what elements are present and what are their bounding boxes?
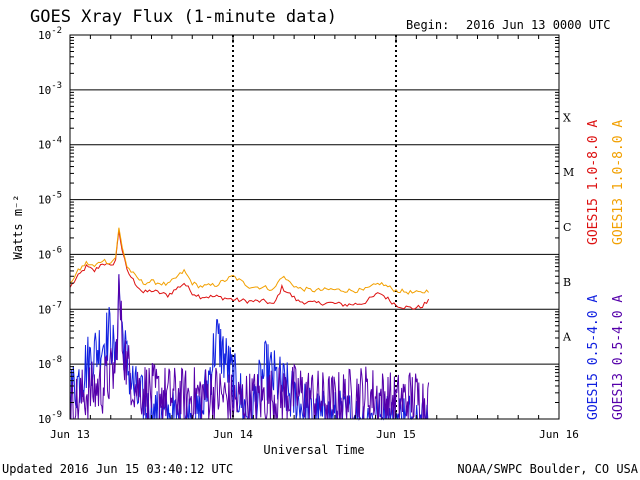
flare-class-label: B xyxy=(563,276,571,289)
credit-text: NOAA/SWPC Boulder, CO USA xyxy=(457,462,638,476)
y-tick-label: 10-9 xyxy=(38,410,62,426)
y-axis: 10-9 10-8 10-7 10-6 10-5 10-4 10-3 10-2 xyxy=(38,26,559,426)
x-axis: Jun 13 Jun 14 Jun 15 Jun 16 xyxy=(50,35,579,441)
y-axis-label: Watts m⁻² xyxy=(11,194,25,259)
legend-item: GOES13 0.5-4.0 A xyxy=(611,295,626,420)
chart-title: GOES Xray Flux (1-minute data) xyxy=(30,7,337,27)
x-tick-label: Jun 13 xyxy=(50,428,90,441)
series-layer xyxy=(69,227,430,421)
flare-class-labels: A B C M X xyxy=(562,111,574,343)
y-tick-label: 10-4 xyxy=(38,136,62,152)
y-tick-label: 10-7 xyxy=(38,300,62,316)
x-axis-label: Universal Time xyxy=(263,443,364,457)
flare-class-label: A xyxy=(562,331,572,344)
series-line xyxy=(69,227,429,295)
legend-item: GOES15 0.5-4.0 A xyxy=(586,295,601,420)
flare-class-label: X xyxy=(563,111,571,124)
grid xyxy=(70,34,559,420)
flare-class-label: C xyxy=(563,221,571,234)
series-line xyxy=(69,274,430,420)
series-line xyxy=(69,230,430,310)
x-tick-label: Jun 14 xyxy=(213,428,253,441)
legend-item: GOES13 1.0-8.0 A xyxy=(611,120,626,245)
y-tick-label: 10-6 xyxy=(38,245,62,261)
begin-value: 2016 Jun 13 0000 UTC xyxy=(466,18,611,32)
y-tick-label: 10-5 xyxy=(38,191,62,207)
updated-text: Updated 2016 Jun 15 03:40:12 UTC xyxy=(2,462,233,476)
begin-label: Begin: xyxy=(406,18,449,32)
y-tick-label: 10-8 xyxy=(38,355,62,371)
x-tick-label: Jun 16 xyxy=(539,428,579,441)
legend: GOES15 1.0-8.0 A GOES13 1.0-8.0 A GOES15 0… xyxy=(586,120,626,420)
legend-item: GOES15 1.0-8.0 A xyxy=(586,120,601,245)
x-tick-label: Jun 15 xyxy=(376,428,416,441)
flare-class-label: M xyxy=(563,166,574,179)
y-tick-label: 10-2 xyxy=(38,26,62,42)
plot-frame xyxy=(69,34,560,420)
y-tick-label: 10-3 xyxy=(38,81,62,97)
